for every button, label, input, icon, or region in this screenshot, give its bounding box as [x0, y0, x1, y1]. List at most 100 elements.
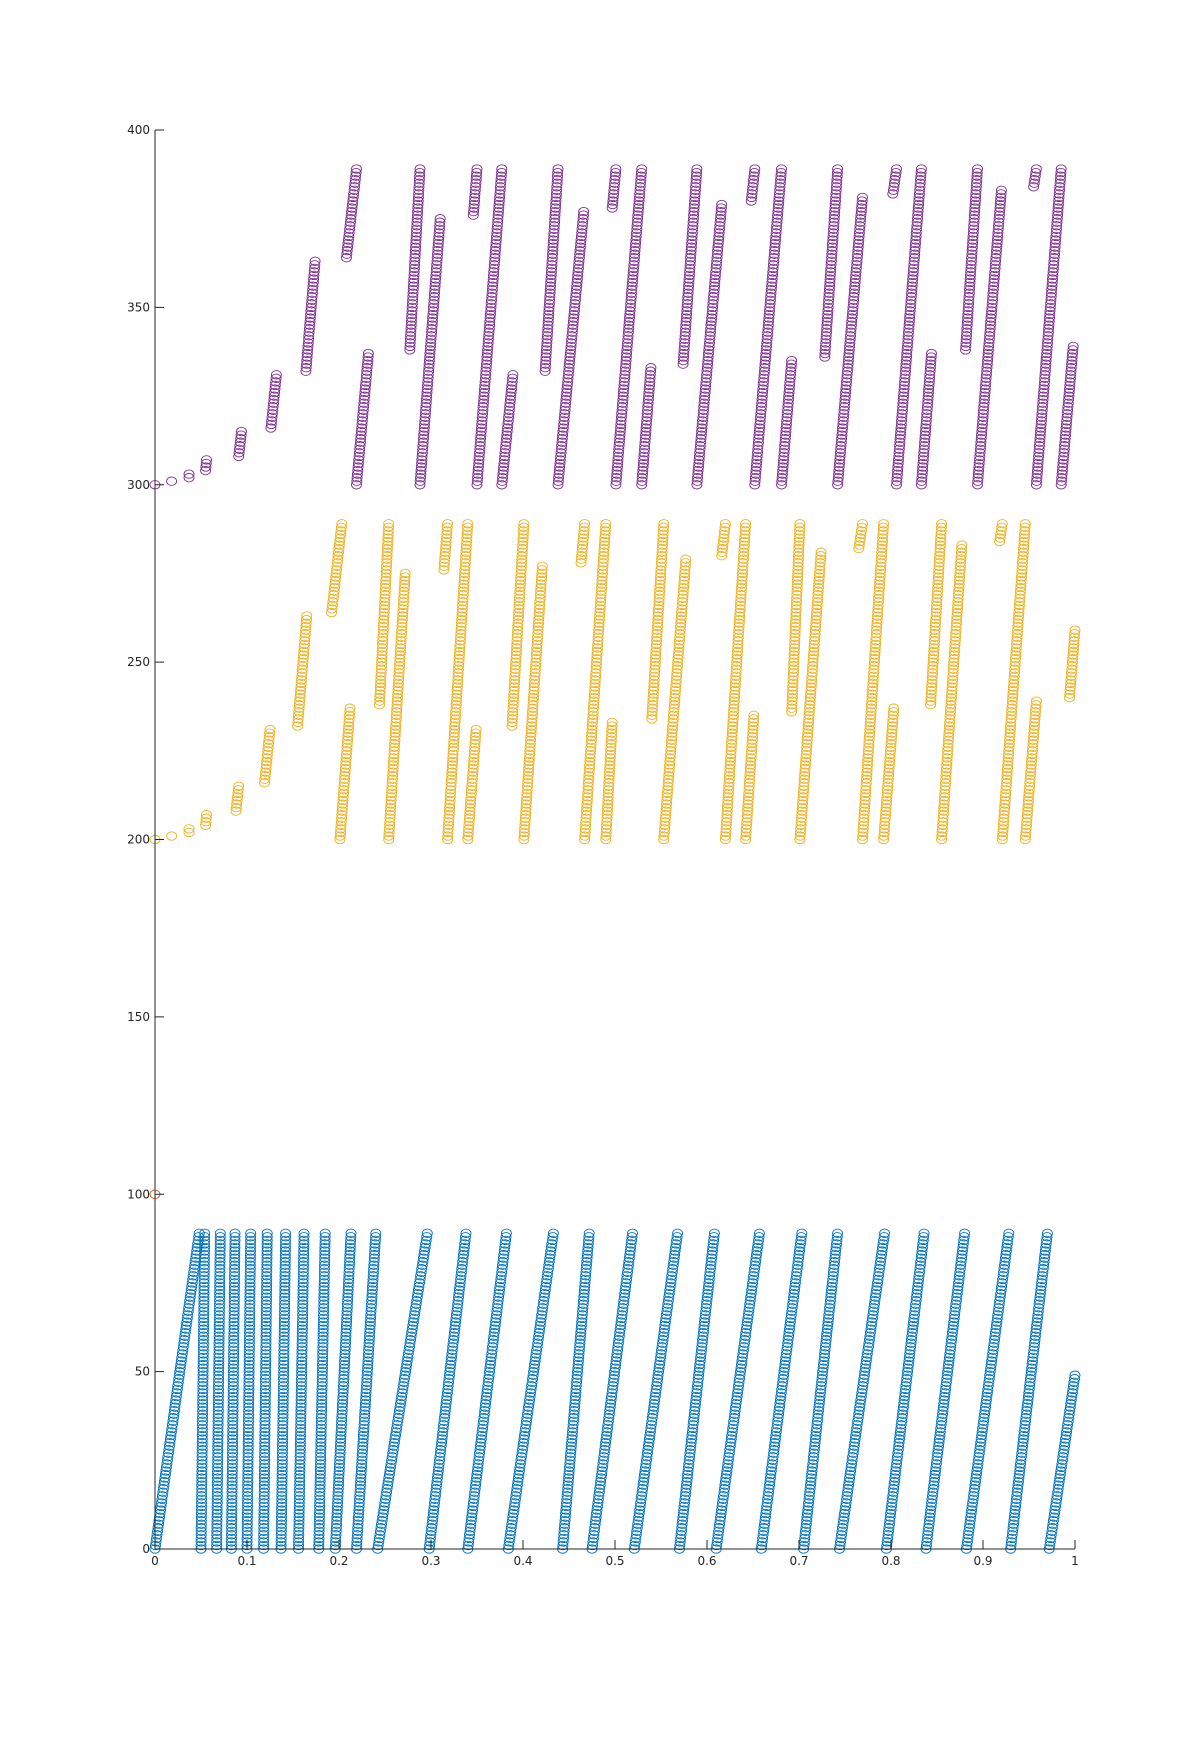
- data-point: [314, 1469, 326, 1480]
- data-point: [213, 1313, 225, 1324]
- data-point: [1041, 1235, 1053, 1246]
- data-point: [295, 1427, 307, 1437]
- data-point: [441, 1388, 453, 1398]
- data-point: [295, 1430, 306, 1441]
- data-point: [416, 1260, 428, 1270]
- data-point: [556, 441, 568, 451]
- data-point: [745, 749, 757, 760]
- data-point: [1004, 735, 1016, 745]
- data-point: [200, 817, 212, 827]
- data-point: [500, 1228, 512, 1238]
- data-point: [936, 834, 948, 845]
- data-point: [1013, 607, 1025, 618]
- data-point: [833, 465, 845, 476]
- data-point: [560, 394, 572, 405]
- data-point: [938, 1398, 950, 1409]
- data-point: [654, 586, 666, 596]
- data-point: [294, 1487, 305, 1497]
- data-point: [890, 1462, 902, 1473]
- data-point: [657, 1335, 669, 1345]
- data-point: [367, 1274, 379, 1285]
- data-point: [762, 1491, 774, 1501]
- data-point: [729, 678, 741, 689]
- data-point: [985, 1359, 997, 1370]
- data-point: [296, 1345, 308, 1355]
- data-point: [410, 1299, 422, 1309]
- data-point: [964, 1515, 976, 1526]
- data-point: [378, 1501, 390, 1512]
- data-point: [427, 1508, 439, 1519]
- data-point: [723, 1448, 735, 1458]
- data-point: [366, 1296, 378, 1306]
- data-point: [972, 1455, 984, 1465]
- data-point: [620, 355, 632, 366]
- data-point: [386, 778, 398, 788]
- data-point: [836, 1530, 847, 1540]
- data-point: [351, 1533, 363, 1544]
- data-point: [611, 465, 623, 476]
- data-point: [376, 1519, 387, 1529]
- data-point: [941, 763, 952, 774]
- data-point: [211, 1537, 223, 1547]
- data-point: [626, 288, 637, 298]
- data-point: [404, 341, 416, 352]
- data-point: [366, 1285, 378, 1295]
- data-point: [364, 1317, 376, 1327]
- data-point: [693, 451, 705, 462]
- data-point: [1062, 1416, 1074, 1426]
- data-point: [439, 1409, 451, 1419]
- data-point: [473, 1455, 485, 1465]
- data-point: [361, 366, 373, 376]
- data-point: [522, 781, 533, 791]
- data-point: [592, 639, 604, 650]
- data-point: [987, 1345, 999, 1355]
- data-point: [778, 451, 790, 462]
- data-point: [641, 1455, 652, 1465]
- data-point: [827, 231, 839, 242]
- data-point: [214, 1274, 226, 1285]
- data-point: [468, 756, 480, 767]
- data-point: [678, 575, 690, 586]
- data-point: [769, 238, 781, 249]
- data-point: [670, 678, 682, 689]
- data-point: [547, 238, 559, 249]
- data-point: [524, 749, 536, 760]
- data-point: [873, 582, 885, 593]
- data-point: [214, 1246, 226, 1256]
- data-point: [588, 689, 600, 699]
- data-point: [635, 1498, 647, 1508]
- data-point: [970, 1469, 982, 1480]
- data-point: [752, 437, 764, 447]
- data-point: [395, 639, 407, 650]
- data-point: [853, 543, 865, 554]
- data-point: [338, 778, 350, 788]
- data-point: [794, 526, 806, 536]
- data-point: [869, 1296, 881, 1306]
- data-point: [702, 1288, 714, 1299]
- data-point: [730, 675, 742, 685]
- data-point: [301, 614, 312, 625]
- data-point: [365, 1310, 377, 1320]
- data-point: [279, 1278, 291, 1288]
- data-point: [535, 1313, 547, 1324]
- data-point: [473, 1452, 485, 1462]
- data-point: [789, 636, 801, 646]
- data-point: [775, 171, 787, 181]
- data-point: [475, 433, 487, 444]
- data-point: [427, 1515, 438, 1526]
- data-point: [898, 1398, 910, 1409]
- data-point: [211, 1501, 223, 1512]
- data-point: [444, 802, 456, 813]
- data-point: [850, 1430, 862, 1441]
- data-point: [352, 1526, 364, 1536]
- data-point: [602, 788, 614, 799]
- data-point: [466, 1512, 478, 1522]
- data-point: [824, 274, 836, 284]
- data-point: [1051, 1494, 1063, 1504]
- data-point: [294, 1437, 306, 1448]
- data-point: [244, 1249, 256, 1260]
- data-point: [358, 402, 370, 412]
- data-point: [335, 522, 347, 532]
- data-point: [199, 1235, 211, 1246]
- data-point: [346, 199, 358, 210]
